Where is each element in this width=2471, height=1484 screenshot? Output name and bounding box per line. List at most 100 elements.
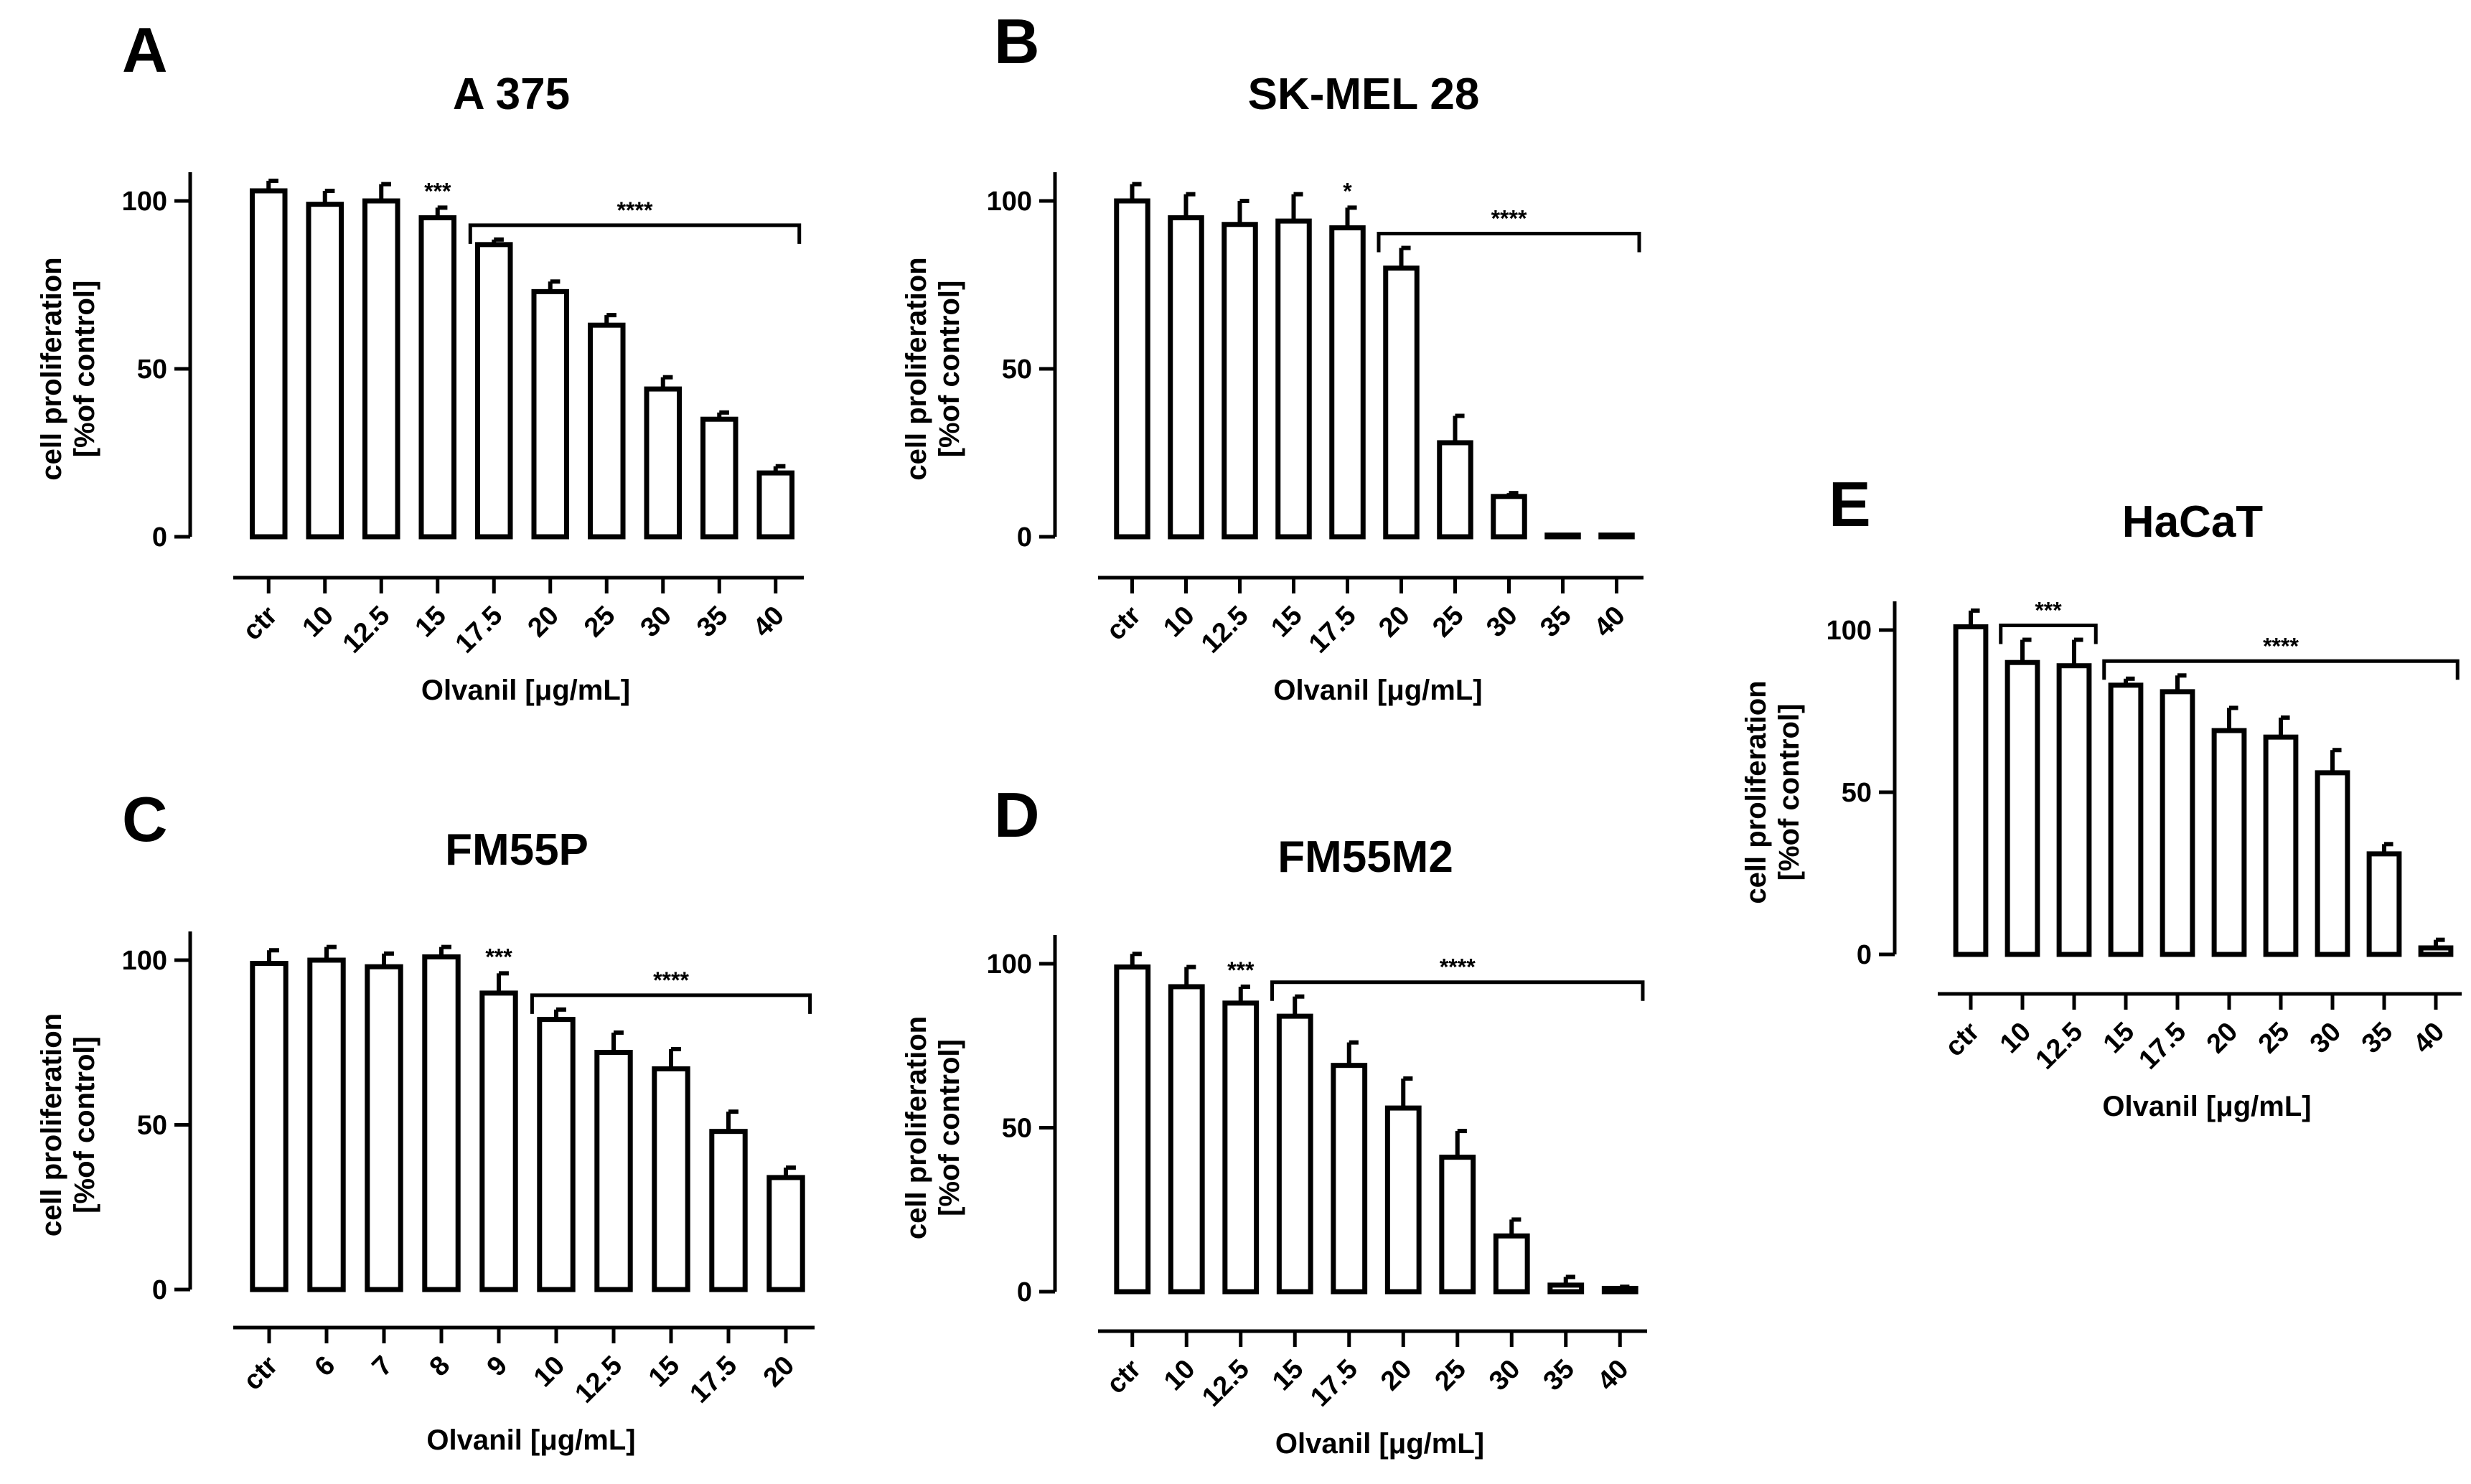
x-tick-label: 35 (2356, 1017, 2399, 1060)
x-tick-label: 20 (1373, 601, 1416, 644)
x-tick-label: 20 (522, 601, 566, 644)
bar (307, 957, 346, 1292)
x-tick-label: 15 (643, 1351, 686, 1394)
y-tick-label: 100 (122, 187, 167, 217)
y-tick-label: 0 (1017, 522, 1032, 553)
x-tick-label: 8 (424, 1351, 456, 1383)
bar (700, 416, 739, 540)
x-tick-label: 20 (2201, 1017, 2244, 1060)
x-tick-label: 35 (1538, 1354, 1581, 1397)
x-tick-label: ctr (238, 1351, 283, 1396)
x-tick-label: 10 (1158, 601, 1201, 644)
bar (2418, 945, 2454, 957)
significance-label: **** (1440, 954, 1476, 980)
y-axis-title-line2: [%of control] (69, 1036, 100, 1213)
bar (422, 954, 461, 1292)
bar (1384, 1105, 1422, 1295)
x-axis-title: Olvanil [μg/mL] (2102, 1091, 2311, 1122)
y-tick-label: 50 (137, 354, 167, 385)
x-tick-label: 30 (2304, 1017, 2348, 1060)
bar (2366, 851, 2402, 957)
x-tick-label: 30 (635, 601, 678, 644)
bar (365, 964, 403, 1292)
significance-label: **** (1491, 206, 1527, 232)
chart-title: A 375 (453, 70, 570, 119)
chart-title: FM55P (445, 825, 589, 875)
x-tick-label: 17.5 (2133, 1017, 2192, 1076)
bar (2005, 659, 2040, 957)
bar (249, 188, 288, 540)
x-tick-label: ctr (1939, 1017, 1985, 1063)
y-tick-label: 0 (152, 1275, 167, 1305)
x-tick-label: 9 (482, 1351, 514, 1383)
bar (1598, 532, 1635, 540)
y-tick-label: 50 (1002, 1114, 1032, 1144)
bar (766, 1175, 805, 1292)
panel-letter: E (1829, 469, 1871, 540)
significance-label: *** (485, 944, 512, 969)
x-tick-label: 25 (1430, 1354, 1473, 1397)
x-tick-label: 15 (410, 601, 453, 644)
bar (1331, 1063, 1368, 1295)
y-tick-label: 100 (1827, 616, 1872, 646)
x-tick-label: ctr (238, 601, 283, 647)
bar (2108, 682, 2144, 957)
x-tick-label: 12.5 (2030, 1017, 2088, 1076)
x-tick-label: 35 (691, 601, 734, 644)
bar (1437, 440, 1473, 540)
chart-panel-a: A A 375 0 50 100 cell proliferation [%of contr… (36, 14, 804, 706)
y-tick-label: 0 (1857, 940, 1872, 970)
bar (1222, 1000, 1260, 1295)
bar (306, 202, 344, 540)
bar (2211, 728, 2247, 957)
x-tick-label: 25 (578, 601, 622, 644)
significance-label: *** (2035, 598, 2062, 624)
bar (2315, 770, 2350, 957)
y-axis-title-line2: [%of control] (934, 1039, 965, 1216)
x-tick-label: 40 (1588, 601, 1631, 644)
significance-label: **** (653, 967, 689, 993)
y-axis-title: cell proliferation (36, 257, 67, 480)
bar (531, 288, 570, 540)
x-tick-label: 30 (1483, 1354, 1527, 1397)
significance-bracket (1377, 232, 1641, 253)
bar (2160, 689, 2195, 957)
x-tick-label: 10 (297, 601, 340, 644)
bar (1953, 624, 1989, 957)
x-tick-label: 17.5 (450, 601, 509, 659)
bar (1383, 266, 1420, 540)
x-axis-title: Olvanil [μg/mL] (426, 1424, 635, 1456)
y-tick-label: 50 (1002, 354, 1032, 385)
significance-bracket (1270, 980, 1645, 1001)
x-tick-label: 12.5 (569, 1351, 628, 1409)
significance-bracket (2102, 659, 2460, 680)
x-tick-label: ctr (1101, 1354, 1147, 1400)
significance-label: *** (1227, 957, 1255, 983)
y-tick-label: 100 (987, 949, 1032, 980)
chart-title: HaCaT (2122, 497, 2264, 547)
bar (537, 1017, 576, 1292)
bar (756, 470, 795, 540)
bar (1491, 494, 1527, 540)
y-tick-label: 100 (987, 187, 1032, 217)
y-axis-title: cell proliferation (36, 1013, 67, 1236)
bar (362, 198, 400, 540)
y-axis-title-line2: [%of control] (1773, 704, 1805, 881)
panel-letter: D (994, 779, 1040, 850)
significance-label: **** (617, 197, 653, 223)
bar (1168, 984, 1205, 1295)
bar (474, 242, 513, 540)
x-tick-label: 17.5 (1305, 1354, 1364, 1413)
bar (1168, 215, 1204, 540)
x-tick-label: 30 (1481, 601, 1524, 644)
y-axis-title-line2: [%of control] (69, 281, 100, 458)
bar (2056, 663, 2092, 957)
significance-bracket (1999, 624, 2098, 644)
bar (652, 1066, 690, 1292)
x-tick-label: 12.5 (1196, 1354, 1255, 1413)
y-axis-title-line2: [%of control] (934, 281, 965, 458)
chart-panel-c: C FM55P 0 50 100 cell proliferation [%of contr… (36, 784, 815, 1456)
bar (1493, 1233, 1530, 1295)
x-tick-label: 15 (1267, 1354, 1310, 1397)
x-tick-label: 15 (1265, 601, 1308, 644)
